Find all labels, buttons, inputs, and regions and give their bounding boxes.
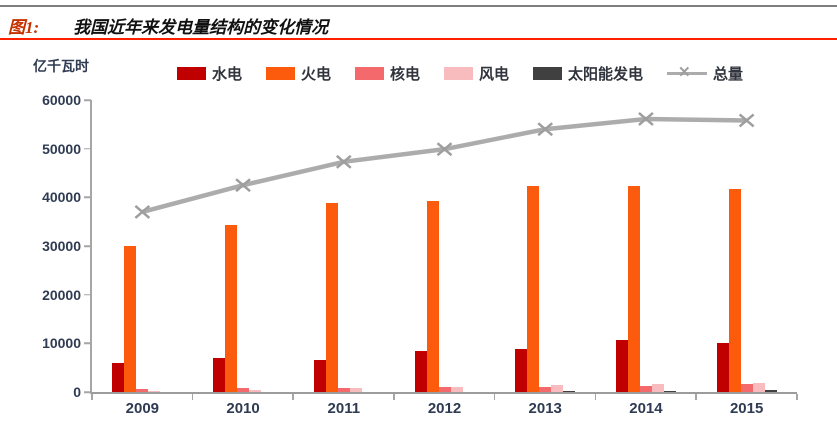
total-line — [141, 116, 747, 215]
bar-solar-2014 — [663, 390, 676, 392]
bar-hydro-2011 — [313, 359, 326, 392]
bar-wind-2011 — [349, 388, 362, 392]
legend-label-total: 总量 — [713, 65, 744, 83]
top-divider — [0, 5, 837, 7]
legend-item-thermal: 火电 — [265, 63, 331, 84]
total-legend-marker-icon: ✕ — [678, 64, 691, 81]
total-line-layer — [134, 112, 755, 219]
x-axis-label-2011: 2011 — [327, 400, 361, 417]
bar-thermal-2009 — [124, 246, 137, 392]
bar-hydro-2010 — [213, 358, 226, 392]
legend-label-nuclear: 核电 — [389, 65, 420, 83]
legend-item-hydro: 水电 — [176, 63, 242, 84]
bar-wind-2013 — [551, 385, 564, 392]
x-axis-label-2013: 2013 — [528, 400, 562, 417]
total-marker-x — [738, 113, 755, 128]
bar-wind-2014 — [651, 384, 664, 392]
plot-area: 0 10000 20000 30000 40000 50000 60000 2009 2010 2… — [42, 92, 798, 417]
legend-label-hydro: 水电 — [211, 65, 242, 83]
bar-hydro-2009 — [112, 363, 125, 392]
legend-item-wind: 风电 — [444, 63, 509, 84]
y-axis-tick-label: 50000 — [42, 140, 81, 157]
x-axis-tick — [191, 394, 194, 400]
y-axis-tick — [84, 245, 91, 247]
bar-wind-2009 — [148, 390, 161, 392]
x-axis-label-2010: 2010 — [226, 400, 260, 417]
x-axis-tick — [695, 394, 697, 400]
bar-nuclear-2014 — [639, 385, 652, 392]
title-underline — [0, 38, 837, 40]
legend-label-solar: 太阳能发电 — [568, 65, 644, 83]
y-axis-tick — [84, 147, 91, 150]
hydro-legend-swatch — [176, 66, 206, 80]
bar-solar-2015 — [764, 390, 777, 392]
total-marker-x — [638, 112, 654, 126]
total-marker-x — [537, 122, 554, 137]
x-axis-tick — [796, 394, 798, 400]
y-axis-tick — [84, 99, 91, 101]
y-axis-tick — [84, 293, 91, 296]
nuclear-legend-swatch — [354, 66, 384, 80]
legend-item-nuclear: 核电 — [354, 63, 420, 84]
total-marker-x — [134, 204, 151, 219]
solar-legend-swatch — [533, 66, 563, 80]
y-axis-tick-label: 0 — [73, 384, 81, 400]
legend-label-thermal: 火电 — [300, 65, 331, 83]
y-axis-tick-label: 20000 — [42, 286, 81, 303]
total-marker-x — [235, 178, 251, 193]
bar-nuclear-2011 — [337, 387, 350, 392]
x-axis-label-2014: 2014 — [629, 400, 663, 417]
chart-legend: 水电 火电 核电 风电 太阳能发电 ✕ 总量 — [110, 61, 810, 85]
bar-thermal-2010 — [225, 225, 238, 392]
y-axis-unit-label: 亿千瓦时 — [33, 58, 89, 74]
bar-nuclear-2009 — [136, 388, 149, 392]
y-axis-tick-label: 10000 — [42, 335, 81, 352]
bar-hydro-2014 — [615, 340, 628, 392]
thermal-legend-swatch — [265, 66, 295, 80]
bar-hydro-2015 — [716, 343, 729, 392]
bar-thermal-2015 — [728, 189, 741, 392]
figure-number: 图1: — [8, 18, 40, 37]
total-marker-x — [335, 154, 352, 169]
total-legend-line-swatch: ✕ — [667, 64, 708, 81]
bar-thermal-2011 — [325, 202, 338, 392]
y-axis-tick-label: 60000 — [42, 92, 81, 108]
total-marker-x — [436, 142, 453, 157]
bar-nuclear-2010 — [237, 388, 250, 392]
y-axis-tick — [84, 196, 91, 199]
x-axis-tick — [91, 394, 93, 400]
bar-thermal-2012 — [426, 200, 439, 392]
bar-wind-2015 — [752, 383, 765, 392]
figure-title: 图1: 我国近年来发电量结构的变化情况 — [8, 13, 328, 38]
wind-legend-swatch — [444, 66, 473, 80]
bar-thermal-2014 — [627, 185, 640, 392]
bar-wind-2012 — [450, 387, 463, 392]
x-axis-label-2009: 2009 — [125, 400, 160, 417]
x-axis-label-2012: 2012 — [427, 400, 462, 417]
x-axis-tick — [493, 394, 496, 400]
y-axis-tick — [84, 342, 91, 345]
x-axis-tick — [292, 394, 294, 400]
x-axis-label-2015: 2015 — [729, 400, 764, 417]
total-legend-line — [667, 72, 708, 75]
legend-label-wind: 风电 — [479, 65, 510, 83]
bar-hydro-2012 — [414, 350, 427, 392]
bar-thermal-2013 — [527, 186, 540, 392]
x-axis-tick — [594, 394, 597, 400]
bar-wind-2010 — [249, 389, 262, 392]
bar-nuclear-2012 — [438, 387, 451, 392]
y-axis-tick — [84, 391, 91, 393]
bar-hydro-2013 — [515, 348, 528, 392]
y-axis-tick-label: 40000 — [42, 189, 81, 206]
legend-item-solar: 太阳能发电 — [533, 63, 643, 84]
y-axis-tick-label: 30000 — [42, 238, 81, 254]
x-axis-tick — [393, 394, 395, 400]
bar-solar-2013 — [563, 391, 576, 392]
bar-nuclear-2015 — [740, 383, 753, 392]
legend-item-total: ✕ 总量 — [667, 63, 743, 84]
figure-title-text: 我国近年来发电量结构的变化情况 — [73, 18, 329, 37]
bar-nuclear-2013 — [539, 386, 552, 392]
